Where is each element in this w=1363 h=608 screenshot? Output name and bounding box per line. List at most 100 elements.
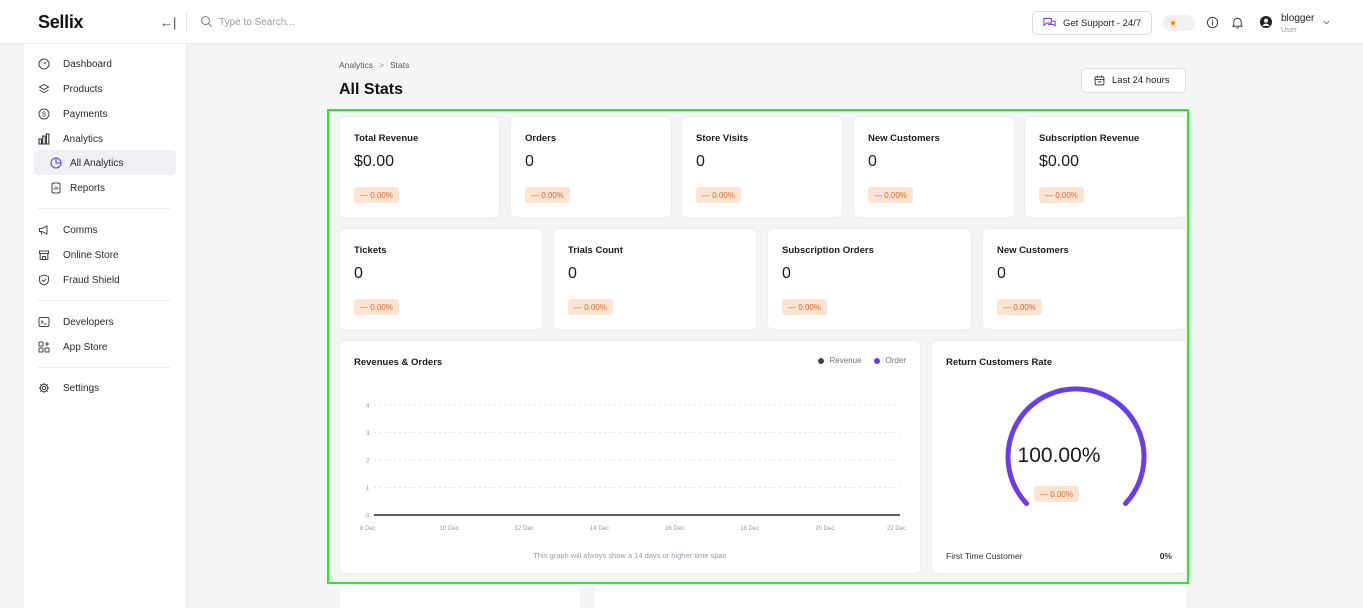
sidebar-item-comms[interactable]: Comms xyxy=(38,220,97,240)
legend-item-revenue[interactable]: Revenue xyxy=(817,356,862,365)
x-tick-label: 12 Dec xyxy=(515,526,534,532)
sidebar-item-label: Reports xyxy=(70,182,106,194)
legend-dot xyxy=(817,357,824,364)
sidebar-item-products[interactable]: Products xyxy=(38,79,102,99)
theme-toggle[interactable] xyxy=(1163,15,1195,31)
line-chart: 0 1 2 3 4 8 Dec 10 Dec 12 Dec 14 Dec 16 Dec 18 Dec… xyxy=(360,404,906,533)
sidebar-item-label: App Store xyxy=(63,341,108,353)
change-badge: — 0.00% xyxy=(354,187,399,203)
return-customers-rate-card: Return Customers Rate 100.00% — 0.00% Fi… xyxy=(932,341,1186,573)
sidebar-item-reports[interactable]: Reports xyxy=(50,178,105,198)
sidebar-item-label: Products xyxy=(63,83,103,95)
payments-icon: $ xyxy=(38,108,50,120)
sidebar-item-fraud-shield[interactable]: Fraud Shield xyxy=(38,270,120,290)
pie-chart-icon xyxy=(50,157,62,169)
bell-icon[interactable] xyxy=(1231,16,1244,29)
y-tick-label: 4 xyxy=(366,404,370,410)
sidebar-item-online-store[interactable]: Online Store xyxy=(38,245,119,265)
sidebar-collapse-button[interactable]: ←| xyxy=(160,15,177,30)
stat-value: 0 xyxy=(868,153,877,170)
stat-label: Subscription Orders xyxy=(782,245,874,256)
products-icon xyxy=(38,83,50,94)
svg-text:$: $ xyxy=(42,112,46,119)
y-tick-label: 3 xyxy=(366,431,370,437)
x-tick-label: 10 Dec xyxy=(440,526,459,532)
stat-label: Orders xyxy=(525,133,557,144)
stat-card-orders[interactable]: Orders 0 — 0.00% xyxy=(511,117,671,217)
user-avatar-icon[interactable] xyxy=(1260,16,1272,28)
stat-card-tickets[interactable]: Tickets 0 — 0.00% xyxy=(340,229,542,329)
stat-value: 0 xyxy=(354,265,363,282)
sidebar-divider xyxy=(38,300,170,301)
gear-icon xyxy=(38,382,50,394)
stat-value: 0 xyxy=(782,265,791,282)
sidebar-item-dashboard[interactable]: Dashboard xyxy=(38,54,112,74)
top-header: Sellix ←| Get Support - 24/7 blogger Use… xyxy=(0,0,1363,44)
change-badge: — 0.00% xyxy=(997,299,1042,315)
legend-label: Revenue xyxy=(829,356,862,365)
sidebar-item-settings[interactable]: Settings xyxy=(38,378,99,398)
stat-value: $0.00 xyxy=(354,153,395,170)
get-support-label: Get Support - 24/7 xyxy=(1063,17,1142,29)
sidebar-item-app-store[interactable]: App Store xyxy=(38,337,107,357)
stat-value: 0 xyxy=(568,265,577,282)
stat-label: New Customers xyxy=(868,133,940,144)
change-badge: — 0.00% xyxy=(354,299,399,315)
sidebar-item-label: Online Store xyxy=(63,249,119,261)
store-icon xyxy=(39,250,49,260)
user-name[interactable]: blogger xyxy=(1281,13,1315,24)
lower-card xyxy=(594,586,1186,608)
stat-card-new-customers[interactable]: New Customers 0 — 0.00% xyxy=(854,117,1014,217)
stat-label: Subscription Revenue xyxy=(1039,133,1140,144)
stat-card-trials-count[interactable]: Trials Count 0 — 0.00% xyxy=(554,229,756,329)
x-tick-label: 20 Dec xyxy=(815,526,834,532)
app-logo[interactable]: Sellix xyxy=(38,12,84,32)
user-role: User xyxy=(1281,25,1297,34)
x-tick-label: 18 Dec xyxy=(740,526,759,532)
selection-highlight xyxy=(327,109,1189,584)
revenues-orders-chart-card: Revenues & Orders Revenue Order 0 1 2 3 4 8 D… xyxy=(340,341,920,573)
stat-value: $0.00 xyxy=(1039,153,1080,170)
shield-icon xyxy=(39,274,49,286)
sidebar-item-developers[interactable]: Developers xyxy=(38,312,114,332)
stat-value: 0 xyxy=(525,153,534,170)
info-icon[interactable] xyxy=(1206,16,1219,29)
stat-card-total-revenue[interactable]: Total Revenue $0.00 — 0.00% xyxy=(340,117,499,217)
first-time-customer-label: First Time Customer xyxy=(946,551,1023,561)
sidebar-item-label: Developers xyxy=(63,316,114,328)
chevron-down-icon[interactable] xyxy=(1322,18,1331,27)
legend-dot xyxy=(873,357,880,364)
analytics-icon xyxy=(38,133,50,145)
gauge-value: 100.00% xyxy=(1017,444,1101,467)
get-support-button[interactable]: Get Support - 24/7 xyxy=(1032,11,1152,35)
reports-icon xyxy=(51,182,61,194)
chart-footnote: This graph will always show a 14 days or… xyxy=(533,551,727,560)
stat-label: Store Visits xyxy=(696,133,749,144)
megaphone-icon xyxy=(39,225,48,235)
stat-card-store-visits[interactable]: Store Visits 0 — 0.00% xyxy=(682,117,842,217)
stat-card-subscription-orders[interactable]: Subscription Orders 0 — 0.00% xyxy=(768,229,971,329)
x-tick-label: 14 Dec xyxy=(590,526,609,532)
sidebar-item-payments[interactable]: $ Payments xyxy=(38,104,107,124)
breadcrumb-parent[interactable]: Analytics xyxy=(339,60,374,70)
stat-value: 0 xyxy=(997,265,1006,282)
sidebar-item-label: Comms xyxy=(63,224,98,236)
chart-title: Revenues & Orders xyxy=(354,357,443,368)
change-badge: — 0.00% xyxy=(696,187,741,203)
stat-label: Trials Count xyxy=(568,245,623,256)
legend-item-order[interactable]: Order xyxy=(873,356,906,365)
stat-card-subscription-revenue[interactable]: Subscription Revenue $0.00 — 0.00% xyxy=(1025,117,1186,217)
sidebar-divider xyxy=(38,367,170,368)
rate-gauge xyxy=(1005,386,1147,506)
search-input[interactable] xyxy=(219,13,419,31)
sidebar-item-all-analytics[interactable]: All Analytics xyxy=(50,153,123,173)
date-range-label: Last 24 hours xyxy=(1112,75,1170,86)
stat-card-new-customers-2[interactable]: New Customers 0 — 0.00% xyxy=(983,229,1186,329)
x-tick-label: 22 Dec xyxy=(887,526,906,532)
sidebar-item-analytics[interactable]: Analytics xyxy=(38,129,103,149)
chat-icon xyxy=(1043,17,1056,27)
terminal-icon xyxy=(38,317,50,327)
date-range-button[interactable]: Last 24 hours xyxy=(1081,68,1186,93)
sidebar-divider xyxy=(38,208,170,209)
apps-icon xyxy=(38,341,50,353)
